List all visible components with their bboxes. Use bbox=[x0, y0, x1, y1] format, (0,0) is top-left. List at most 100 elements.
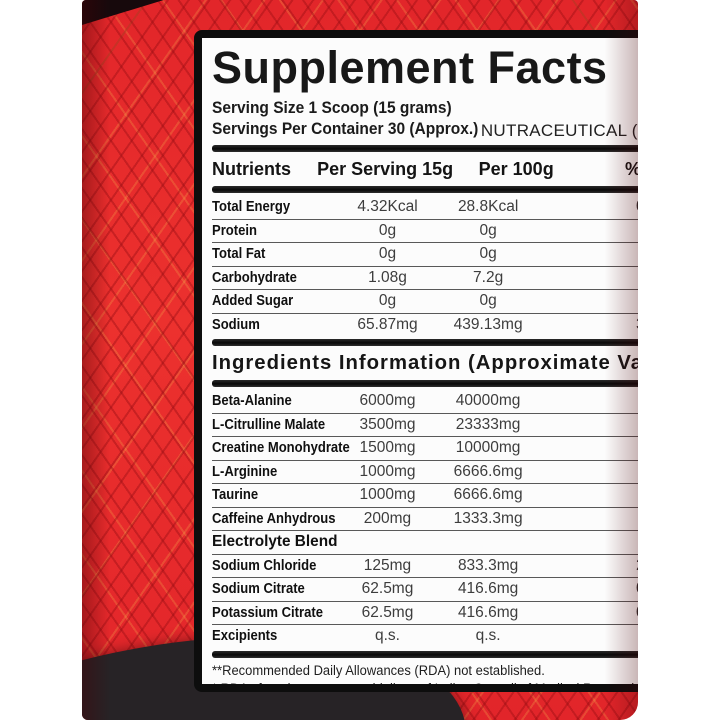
divider-bar bbox=[212, 186, 638, 193]
row-per-100g-value: 6666.6mg bbox=[453, 462, 523, 480]
table-row: L-Arginine 1000mg 6666.6mg ** bbox=[212, 461, 638, 484]
row-per-serving-value: 3500mg bbox=[359, 415, 416, 433]
table-row: Added Sugar 0g 0g 0% bbox=[212, 290, 638, 314]
row-per-100g-value: 7.2g bbox=[473, 268, 504, 286]
divider-bar bbox=[212, 380, 638, 387]
row-name: Electrolyte Blend bbox=[212, 533, 338, 550]
row-rda-value: 0% bbox=[549, 290, 638, 313]
row-per-100g-value: 28.8Kcal bbox=[457, 198, 519, 215]
row-per-serving-value: 1.08g bbox=[368, 268, 407, 286]
footnotes: **Recommended Daily Allowances (RDA) not… bbox=[212, 662, 638, 692]
table-row: Sodium 65.87mg 439.13mg 3.29% bbox=[212, 314, 638, 337]
row-per-serving-value: 200mg bbox=[363, 509, 412, 527]
divider-bar bbox=[212, 145, 638, 152]
row-rda-value: ** bbox=[549, 390, 638, 413]
row-per-serving-value: 65.87mg bbox=[357, 315, 418, 333]
table-row: Electrolyte Blend bbox=[212, 531, 638, 555]
row-per-serving-value: 1000mg bbox=[359, 462, 416, 480]
table-row: Sodium Citrate 62.5mg 416.6mg 0.83% bbox=[212, 578, 638, 602]
table-row: Beta-Alanine 6000mg 40000mg ** bbox=[212, 390, 638, 414]
divider-bar bbox=[212, 650, 638, 658]
row-per-serving-value: 0g bbox=[378, 292, 397, 309]
row-per-serving-value: 6000mg bbox=[359, 392, 416, 409]
row-per-serving-value: 62.5mg bbox=[361, 580, 414, 597]
row-per-serving-value: 1500mg bbox=[359, 439, 416, 456]
table-row: Taurine 1000mg 6666.6mg ** bbox=[212, 484, 638, 508]
row-per-100g-value: 23333mg bbox=[455, 415, 521, 433]
table-row: Protein 0g 0g 0% bbox=[212, 220, 638, 243]
nutrients-table: Total Energy 4.32Kcal 28.8Kcal 0.21% Pro… bbox=[212, 196, 638, 336]
row-name: Creatine Monohydrate bbox=[212, 440, 350, 456]
row-name: Potassium Citrate bbox=[212, 604, 323, 621]
row-name: Total Fat bbox=[212, 246, 266, 262]
row-per-100g-value: q.s. bbox=[475, 627, 501, 644]
row-per-serving-value: 4.32Kcal bbox=[357, 198, 418, 215]
footnote-rda-not-established: **Recommended Daily Allowances (RDA) not… bbox=[212, 662, 545, 678]
row-per-serving-value: 0g bbox=[378, 221, 397, 239]
table-row: Excipients q.s. q.s. bbox=[212, 625, 638, 648]
row-per-100g-value: 439.13mg bbox=[453, 315, 523, 333]
row-rda-value: ** bbox=[549, 508, 638, 531]
bottle-base bbox=[82, 584, 494, 720]
row-name: Caffeine Anhydrous bbox=[212, 510, 336, 527]
table-row: Potassium Citrate 62.5mg 416.6mg 0.68% bbox=[212, 602, 638, 625]
row-name: L-Citrulline Malate bbox=[212, 416, 326, 433]
row-rda-value: 2.46% bbox=[549, 555, 638, 578]
header-nutrients: Nutrients bbox=[212, 159, 292, 179]
row-rda-value: 0.21% bbox=[549, 196, 638, 219]
row-rda-value: ** bbox=[549, 414, 638, 437]
row-per-100g-value: 416.6mg bbox=[457, 580, 519, 597]
table-row: Creatine Monohydrate 1500mg 10000mg ** bbox=[212, 437, 638, 461]
row-per-100g-value: 1333.3mg bbox=[453, 509, 523, 527]
table-row: Total Energy 4.32Kcal 28.8Kcal 0.21% bbox=[212, 196, 638, 220]
row-rda-value: 3.29% bbox=[549, 314, 638, 337]
row-per-serving-value: 0g bbox=[378, 245, 397, 262]
row-per-100g-value: 416.6mg bbox=[457, 603, 519, 621]
row-rda-value: 0% bbox=[549, 243, 638, 266]
row-per-100g-value: 0g bbox=[479, 221, 497, 239]
header-per-100g: Per 100g bbox=[478, 159, 554, 179]
panel-title: Supplement Facts bbox=[212, 42, 608, 93]
row-rda-value: 0.68% bbox=[549, 602, 638, 625]
row-rda-value: ** bbox=[549, 461, 638, 484]
bottle-cap-edge bbox=[82, 0, 168, 29]
row-name: Total Energy bbox=[212, 199, 291, 215]
serving-size: Serving Size 1 Scoop (15 grams) bbox=[212, 99, 452, 117]
row-rda-value: ** bbox=[549, 437, 638, 460]
header-per-serving: Per Serving 15g bbox=[317, 159, 454, 179]
row-name: Sodium Chloride bbox=[212, 557, 317, 574]
row-name: Excipients bbox=[212, 628, 278, 644]
table-row: L-Citrulline Malate 3500mg 23333mg ** bbox=[212, 414, 638, 437]
row-per-100g-value: 0g bbox=[479, 245, 497, 262]
header-rda: %RDA bbox=[577, 159, 638, 180]
row-rda-value: ** bbox=[549, 484, 638, 507]
footnote-icmr-guidelines: * RDA of nutrients as per guidelines of … bbox=[212, 680, 638, 692]
servings-per-container: Servings Per Container 30 (Approx.) bbox=[212, 120, 479, 138]
ingredients-title: Ingredients Information (Approximate Val… bbox=[212, 351, 638, 374]
row-per-serving-value: 62.5mg bbox=[361, 603, 414, 621]
table-row: Carbohydrate 1.08g 7.2g ** bbox=[212, 267, 638, 290]
ingredients-table: Beta-Alanine 6000mg 40000mg ** L-Citrull… bbox=[212, 390, 638, 648]
row-name: L-Arginine bbox=[212, 463, 278, 480]
row-name: Carbohydrate bbox=[212, 269, 297, 286]
table-row: Total Fat 0g 0g 0% bbox=[212, 243, 638, 267]
row-name: Protein bbox=[212, 222, 257, 239]
row-name: Beta-Alanine bbox=[212, 393, 292, 409]
row-name: Added Sugar bbox=[212, 293, 294, 309]
row-rda-value: 0% bbox=[549, 220, 638, 243]
row-per-100g-value: 833.3mg bbox=[457, 556, 519, 574]
row-per-100g-value: 40000mg bbox=[455, 392, 521, 409]
row-name: Sodium bbox=[212, 316, 260, 333]
row-per-100g-value: 6666.6mg bbox=[453, 486, 523, 503]
row-rda-value: ** bbox=[549, 267, 638, 290]
row-name: Taurine bbox=[212, 487, 259, 503]
row-rda-value: 0.83% bbox=[549, 578, 638, 601]
supplement-facts-panel: Supplement Facts Serving Size 1 Scoop (1… bbox=[194, 30, 638, 692]
row-per-serving-value: 125mg bbox=[363, 556, 412, 574]
supplement-bottle: Supplement Facts Serving Size 1 Scoop (1… bbox=[82, 0, 638, 720]
divider-bar bbox=[212, 339, 638, 346]
row-per-serving-value: 1000mg bbox=[359, 486, 416, 503]
row-name: Sodium Citrate bbox=[212, 581, 305, 597]
serving-info: Serving Size 1 Scoop (15 grams) Servings… bbox=[212, 98, 638, 142]
